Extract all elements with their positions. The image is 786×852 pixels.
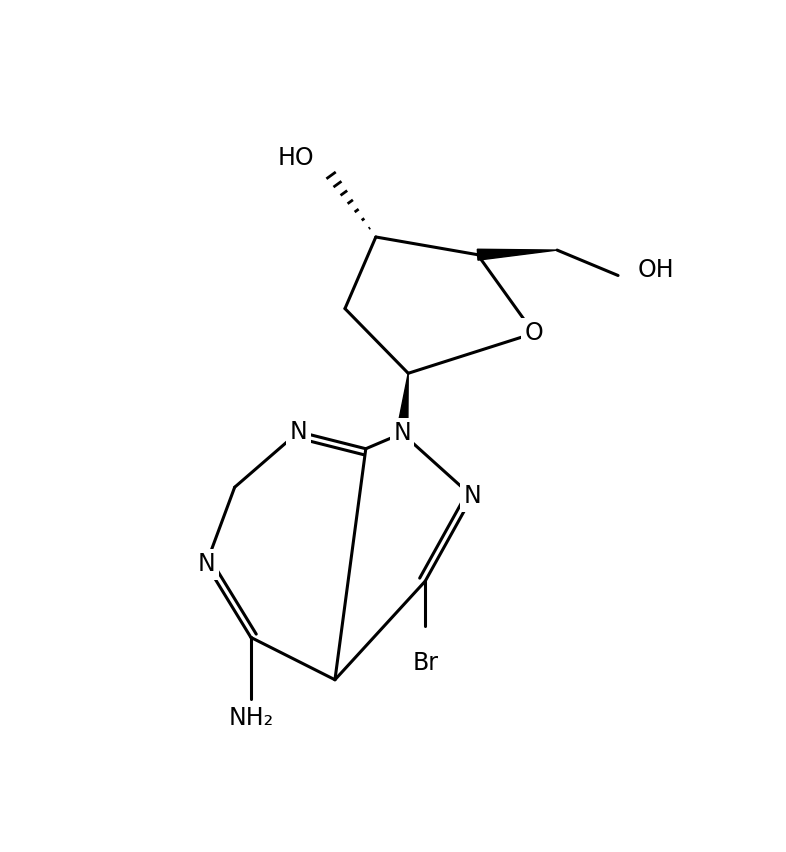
Text: NH₂: NH₂ [228,706,274,730]
Text: OH: OH [638,258,674,282]
Text: Br: Br [412,651,439,675]
Text: N: N [464,485,481,509]
Text: HO: HO [277,146,314,170]
Text: N: N [393,422,411,446]
Text: N: N [197,552,215,576]
Text: O: O [524,321,543,345]
Polygon shape [477,250,557,260]
Text: N: N [290,420,307,444]
Polygon shape [396,373,408,434]
